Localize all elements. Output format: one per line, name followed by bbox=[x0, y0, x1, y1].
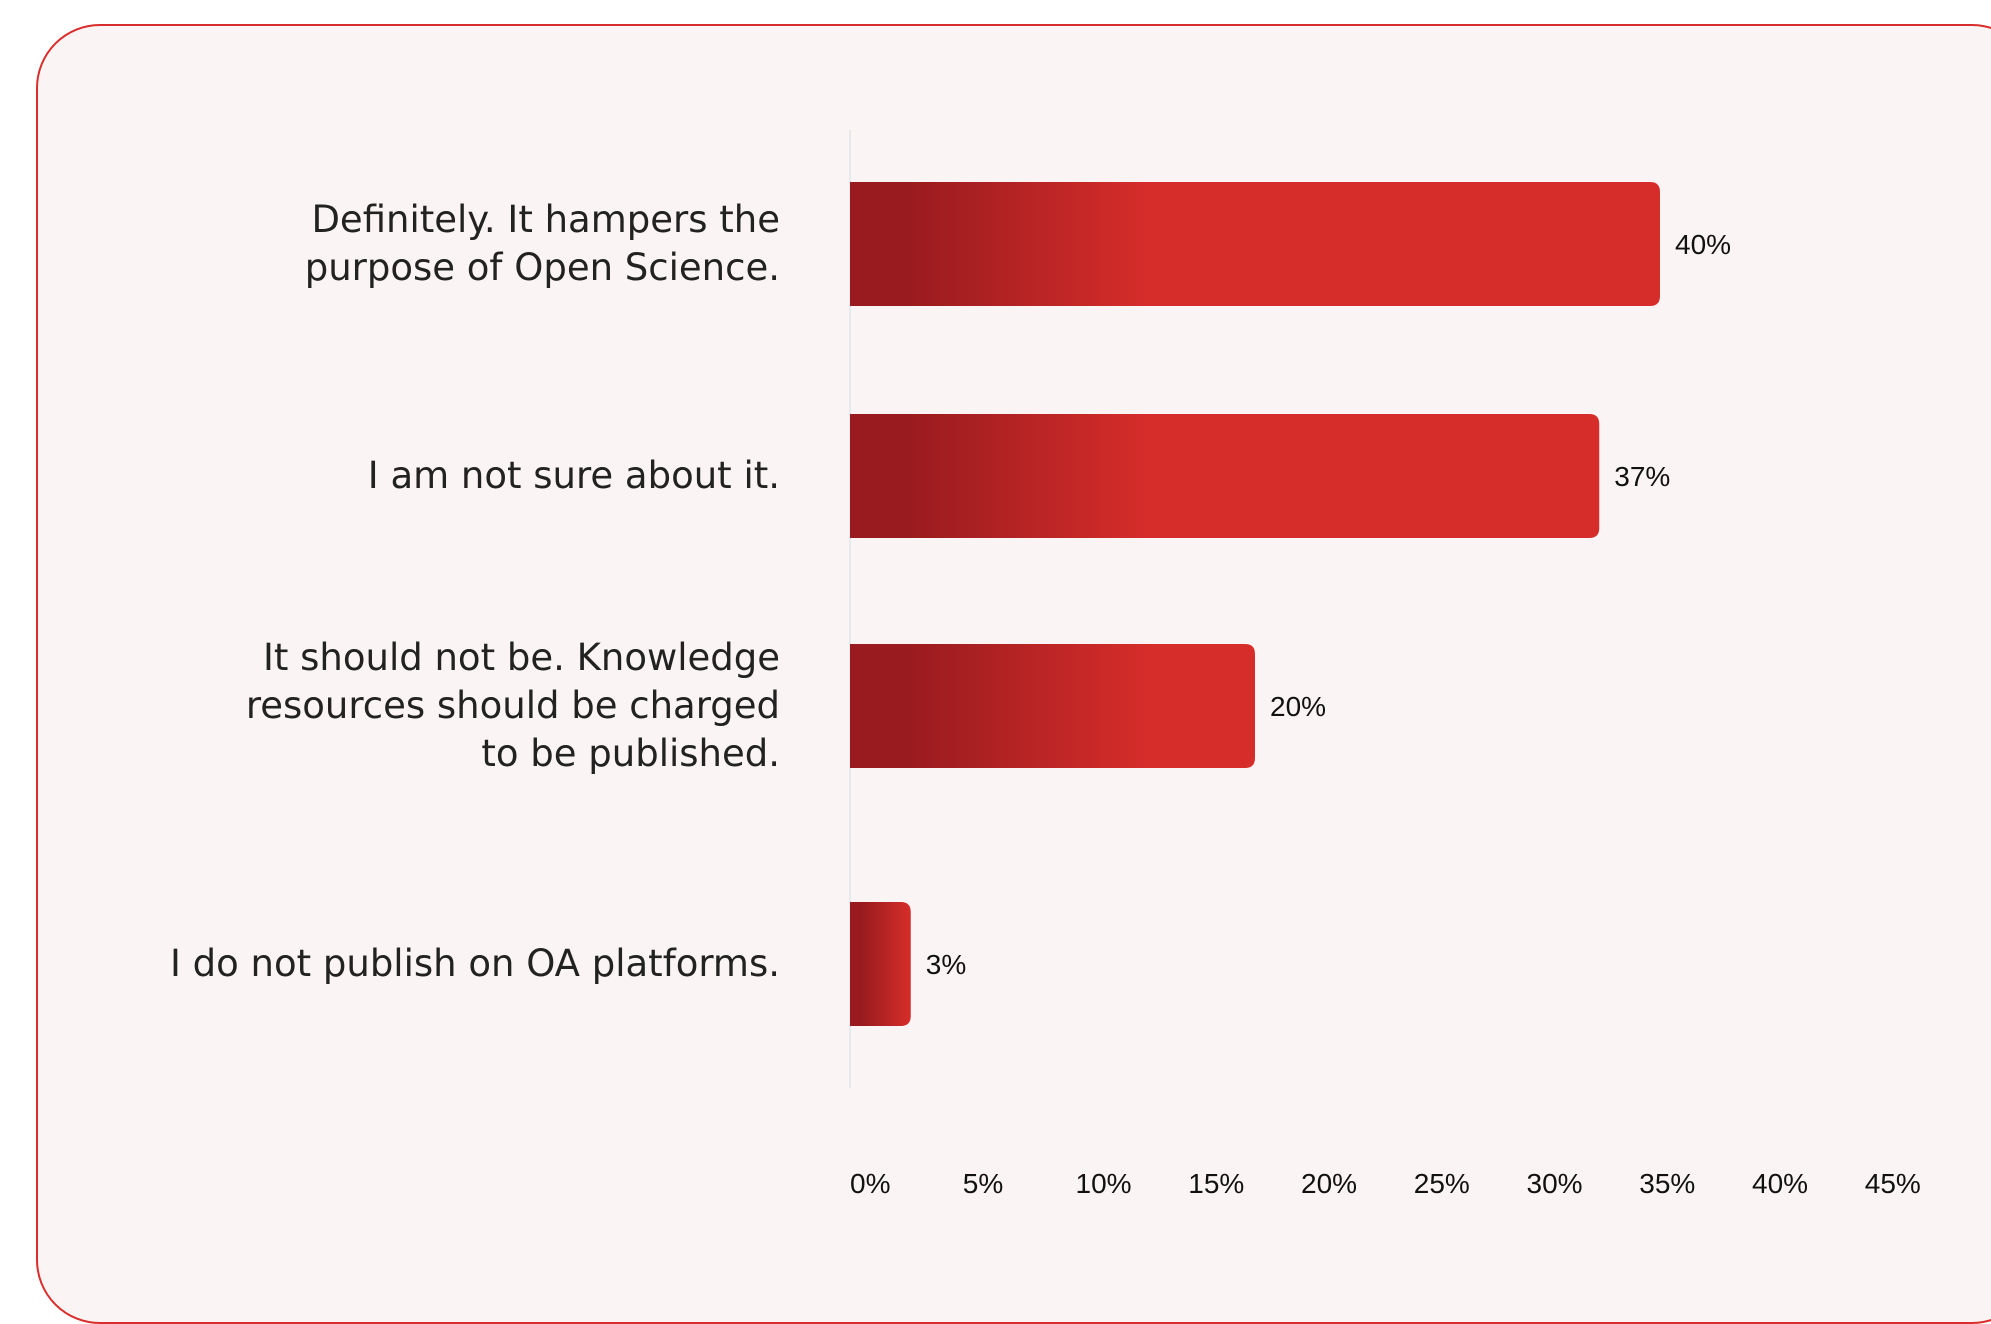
data-label: 20% bbox=[1270, 691, 1326, 722]
x-tick-label: 25% bbox=[1414, 1168, 1470, 1199]
bar-chart: Definitely. It hampers the purpose of Ope… bbox=[170, 130, 1921, 1199]
x-tick-label: 10% bbox=[1076, 1168, 1132, 1199]
bar bbox=[850, 414, 1600, 538]
bar bbox=[850, 644, 1255, 768]
data-label: 37% bbox=[1614, 461, 1670, 492]
data-label: 3% bbox=[926, 949, 966, 980]
category-label: I do not publish on OA platforms. bbox=[170, 942, 780, 985]
bar bbox=[850, 902, 911, 1026]
data-label: 40% bbox=[1675, 229, 1731, 260]
category-label: I am not sure about it. bbox=[368, 454, 780, 497]
category-label: Definitely. It hampers the purpose of Ope… bbox=[305, 198, 780, 289]
bar bbox=[850, 182, 1660, 306]
x-tick-label: 5% bbox=[963, 1168, 1003, 1199]
category-label: It should not be. Knowledge resources sho… bbox=[246, 636, 780, 775]
x-tick-label: 35% bbox=[1639, 1168, 1695, 1199]
x-tick-label: 0% bbox=[850, 1168, 890, 1199]
x-tick-label: 45% bbox=[1865, 1168, 1921, 1199]
x-tick-label: 40% bbox=[1752, 1168, 1808, 1199]
x-tick-label: 30% bbox=[1527, 1168, 1583, 1199]
x-tick-label: 15% bbox=[1188, 1168, 1244, 1199]
x-tick-label: 20% bbox=[1301, 1168, 1357, 1199]
